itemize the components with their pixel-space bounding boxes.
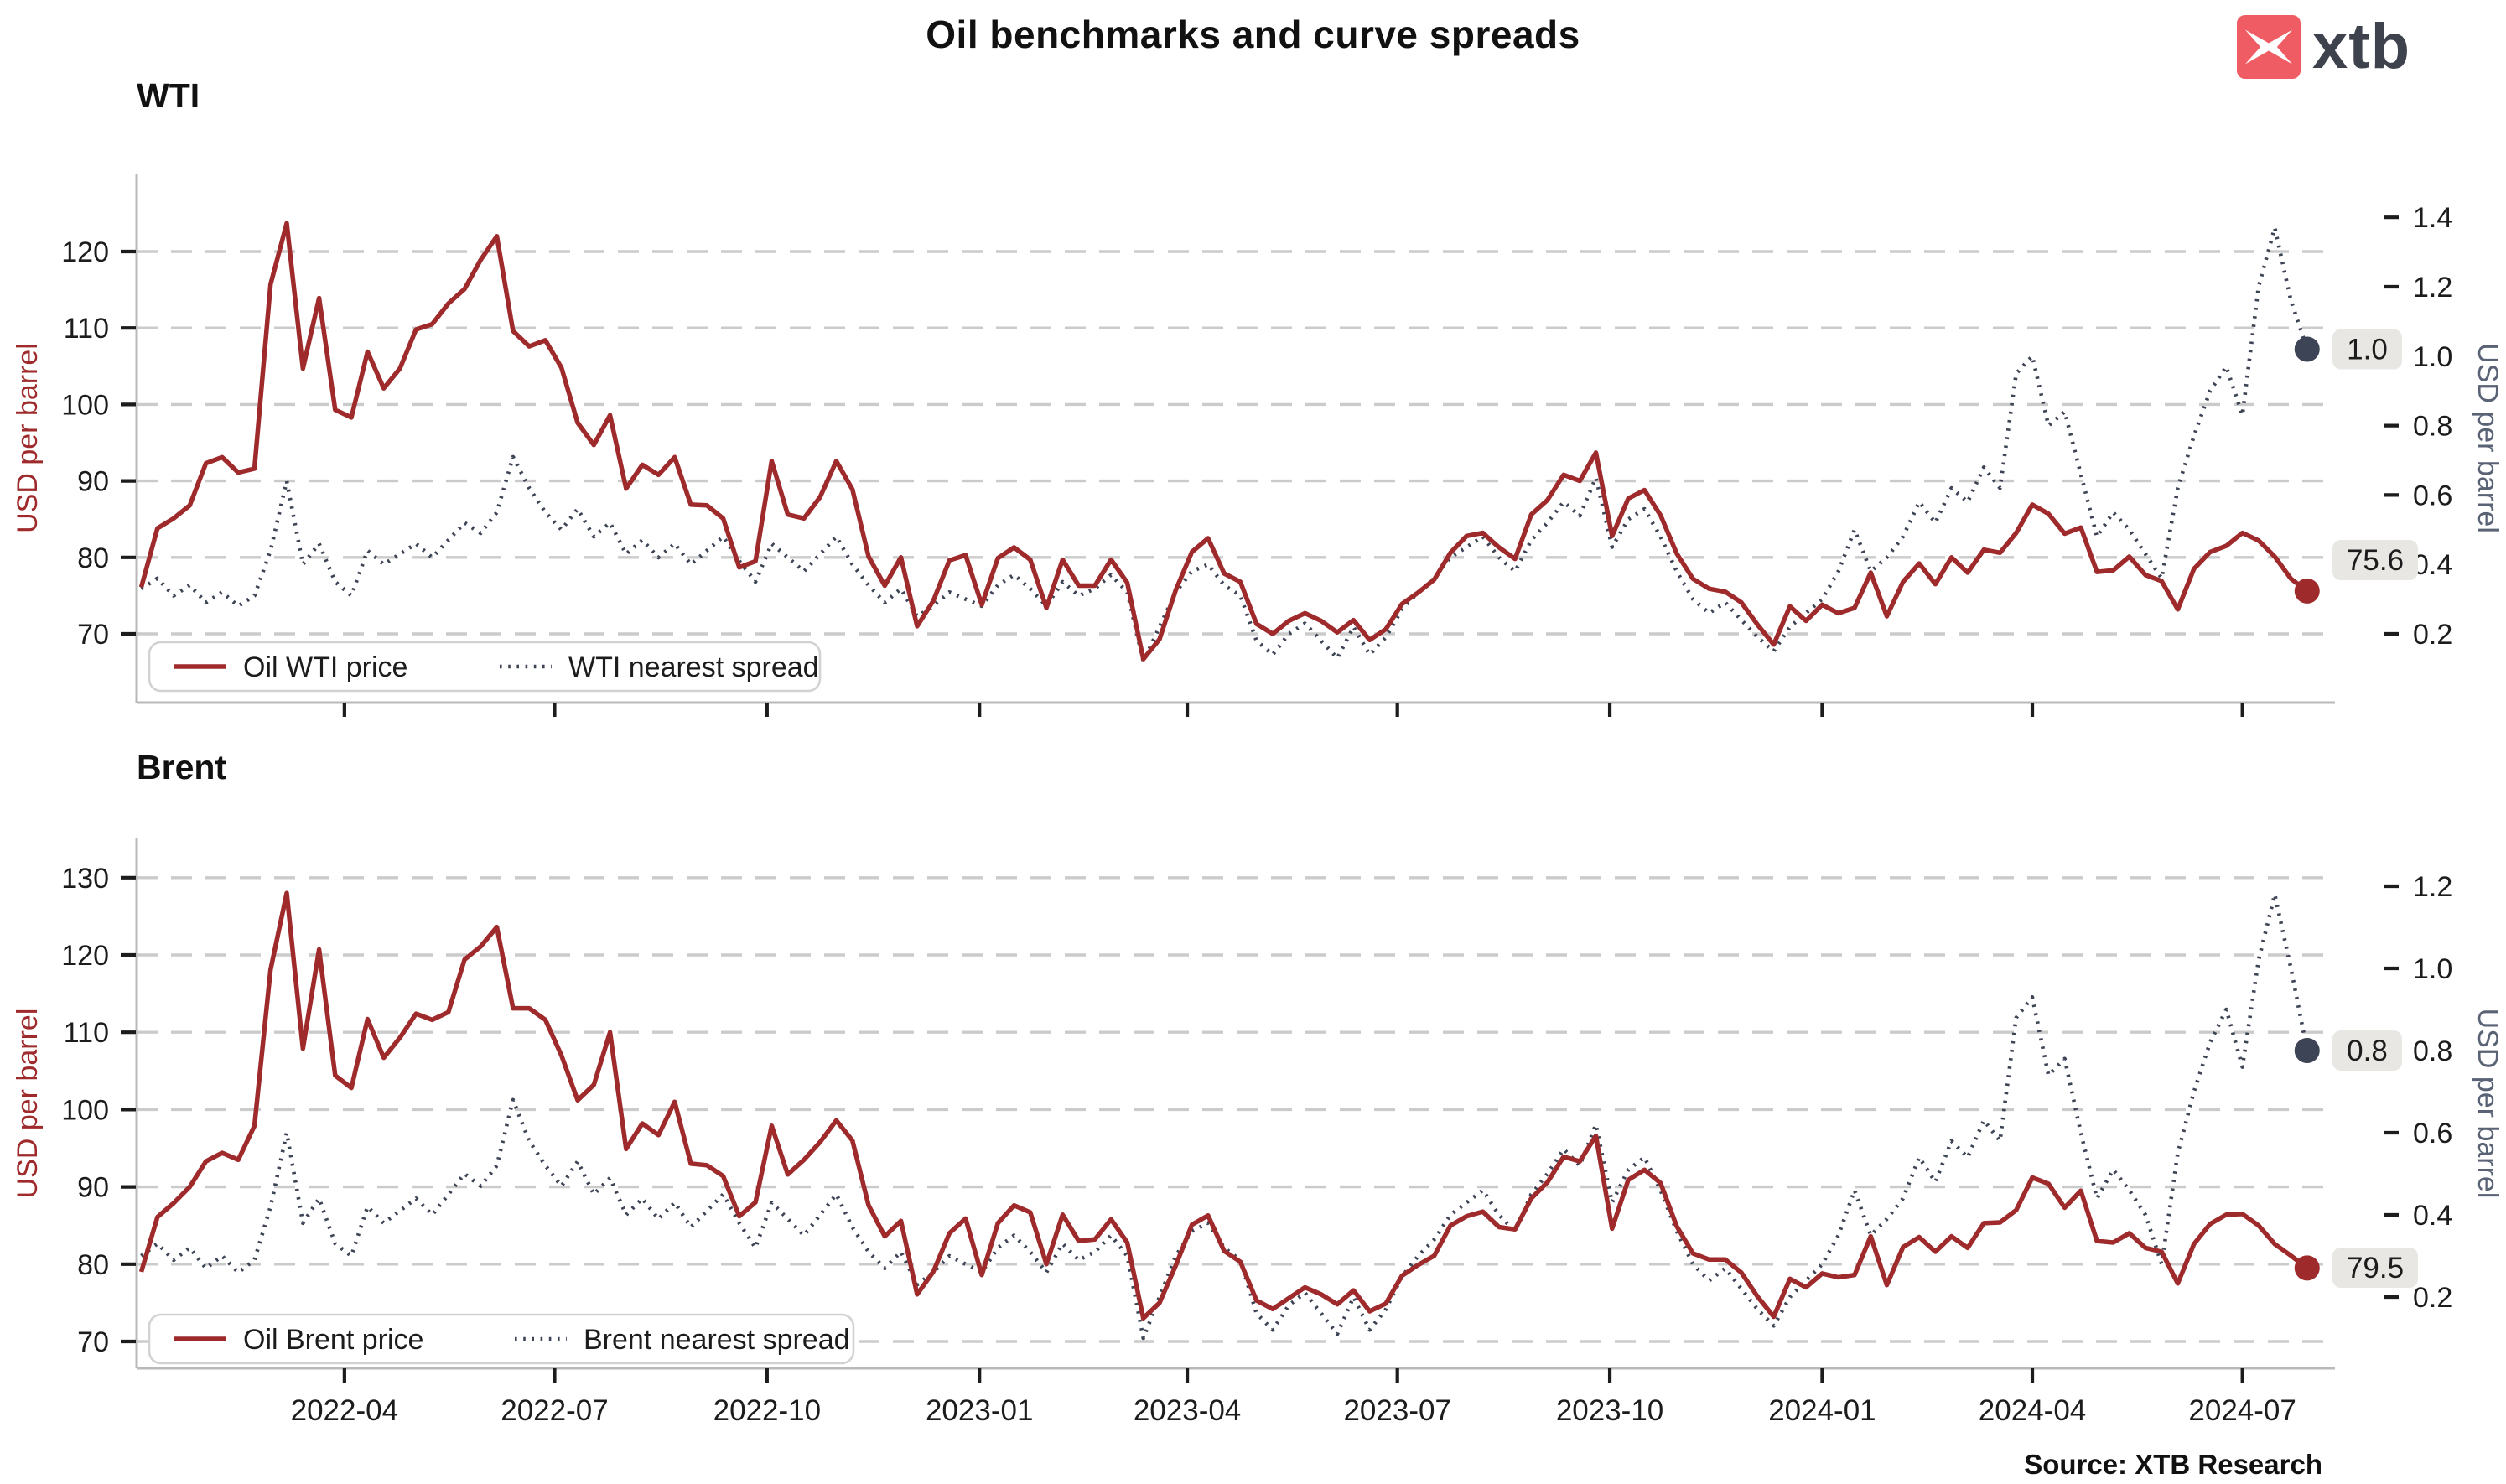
left-axis: 70 80 90 100 110 120 <box>61 236 136 651</box>
left-tick-label: 80 <box>77 1249 109 1281</box>
right-tick-label: 0.8 <box>2413 1035 2452 1067</box>
x-axis <box>342 703 2244 717</box>
left-tick-label: 120 <box>61 940 109 972</box>
x-tick-label: 2023-10 <box>1556 1394 1663 1427</box>
left-tick-label: 80 <box>77 542 109 574</box>
gridlines <box>137 250 2335 636</box>
left-axis-title: USD per barrel <box>12 343 44 533</box>
left-tick-label: 130 <box>61 863 109 895</box>
page-title: Oil benchmarks and curve spreads <box>926 13 1580 56</box>
right-tick-label: 0.4 <box>2413 549 2452 581</box>
panel-wti: 70 80 90 100 110 120 0.2 0.4 0.6 0.8 1.0 1.2 1.4 WTI U… <box>12 76 2503 717</box>
spread-value-badge-box <box>2332 329 2402 370</box>
left-tick-label: 110 <box>64 313 109 345</box>
spread-end-dot <box>2294 336 2320 362</box>
xtb-x-icon <box>2244 29 2293 65</box>
right-tick-label: 0.2 <box>2413 619 2452 651</box>
right-tick-label: 1.0 <box>2413 953 2452 985</box>
price-value-badge-box <box>2332 540 2418 580</box>
left-tick-label: 100 <box>61 389 109 421</box>
spread-value-badge-box <box>2332 1030 2402 1071</box>
x-tick-label: 2023-07 <box>1343 1394 1450 1427</box>
right-axis: 0.2 0.4 0.6 0.8 1.0 1.2 <box>2384 871 2452 1314</box>
right-tick-label: 0.6 <box>2413 1118 2452 1149</box>
xtb-logo: xtb <box>2237 15 2410 79</box>
left-tick-label: 110 <box>64 1017 109 1049</box>
series-price-line <box>138 221 2309 662</box>
price-value-badge-text: 79.5 <box>2347 1252 2404 1284</box>
x-tick-label: 2024-01 <box>1768 1394 1876 1427</box>
xtb-logo-mark <box>2237 15 2301 79</box>
panel-title: Brent <box>137 748 226 786</box>
right-tick-label: 1.2 <box>2413 272 2452 304</box>
price-end-dot <box>2294 578 2320 604</box>
left-tick-label: 90 <box>77 466 109 498</box>
spread-value-badge-text: 1.0 <box>2347 334 2388 366</box>
x-tick-label: 2023-01 <box>926 1394 1033 1427</box>
left-tick-label: 70 <box>77 1326 109 1358</box>
legend-price-label: Oil WTI price <box>243 651 407 683</box>
right-axis-title: USD per barrel <box>2472 343 2503 533</box>
legend-spread-label: WTI nearest spread <box>568 651 819 683</box>
legend-box <box>148 641 822 693</box>
price-value-badge-box <box>2332 1248 2418 1288</box>
x-tick-label: 2022-04 <box>291 1394 398 1427</box>
x-tick-label: 2024-04 <box>1979 1394 2086 1427</box>
left-axis: 70 80 90 100 110 120 130 <box>61 863 136 1358</box>
right-tick-label: 1.2 <box>2413 871 2452 903</box>
series-price-line <box>138 890 2309 1321</box>
right-tick-label: 0.6 <box>2413 480 2452 511</box>
right-axis-title: USD per barrel <box>2472 1009 2503 1199</box>
panel-brent: 70 80 90 100 110 120 130 0.2 0.4 0.6 0.8 1.0 1.2 2022… <box>12 748 2503 1427</box>
spread-end-dot <box>2294 1038 2320 1063</box>
annotations: 1.0 75.6 <box>2294 329 2418 604</box>
right-tick-label: 1.4 <box>2413 202 2452 234</box>
xtb-logo-text: xtb <box>2312 11 2410 82</box>
legend: Oil WTI price WTI nearest spread <box>148 641 822 693</box>
right-tick-label: 0.4 <box>2413 1200 2452 1232</box>
legend-spread-label: Brent nearest spread <box>584 1324 850 1356</box>
price-value-badge-text: 75.6 <box>2347 544 2404 577</box>
right-tick-label: 0.2 <box>2413 1282 2452 1314</box>
left-tick-label: 90 <box>77 1172 109 1204</box>
legend-box <box>148 1313 855 1365</box>
x-tick-label: 2023-04 <box>1134 1394 1241 1427</box>
left-tick-label: 120 <box>61 236 109 268</box>
right-axis: 0.2 0.4 0.6 0.8 1.0 1.2 1.4 <box>2384 202 2452 651</box>
x-axis: 2022-04 2022-07 2022-10 2023-01 2023-04 2023-… <box>291 1368 2296 1427</box>
price-end-dot <box>2294 1255 2320 1281</box>
x-tick-label: 2022-07 <box>501 1394 608 1427</box>
panel-title: WTI <box>137 76 200 115</box>
legend-price-label: Oil Brent price <box>243 1324 423 1356</box>
right-tick-label: 1.0 <box>2413 341 2452 373</box>
left-axis-title: USD per barrel <box>12 1009 44 1199</box>
legend: Oil Brent price Brent nearest spread <box>148 1313 855 1365</box>
source-note: Source: XTB Research <box>2024 1449 2322 1480</box>
left-tick-label: 100 <box>61 1094 109 1126</box>
x-tick-label: 2022-10 <box>713 1394 821 1427</box>
gridlines <box>137 876 2335 1343</box>
right-tick-label: 0.8 <box>2413 411 2452 443</box>
spread-value-badge-text: 0.8 <box>2347 1035 2388 1067</box>
annotations: 0.8 79.5 <box>2294 1030 2418 1288</box>
x-tick-label: 2024-07 <box>2188 1394 2296 1427</box>
left-tick-label: 70 <box>77 619 109 651</box>
series-spread-line <box>140 226 2309 664</box>
